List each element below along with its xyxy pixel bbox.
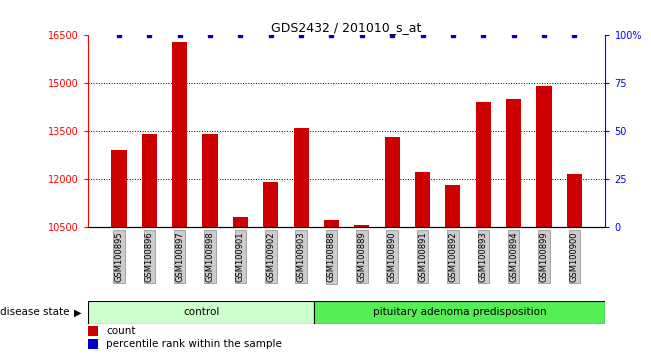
Bar bbox=[88, 339, 98, 349]
Bar bbox=[263, 182, 279, 227]
Bar bbox=[536, 86, 551, 227]
Text: control: control bbox=[183, 307, 219, 318]
Bar bbox=[324, 220, 339, 227]
Title: GDS2432 / 201010_s_at: GDS2432 / 201010_s_at bbox=[271, 21, 422, 34]
Bar bbox=[233, 217, 248, 227]
Text: count: count bbox=[106, 326, 135, 336]
Bar bbox=[567, 174, 582, 227]
Bar bbox=[111, 150, 126, 227]
Text: ▶: ▶ bbox=[74, 307, 81, 318]
Text: pituitary adenoma predisposition: pituitary adenoma predisposition bbox=[373, 307, 547, 318]
Bar bbox=[476, 102, 491, 227]
Bar bbox=[142, 134, 157, 227]
Text: percentile rank within the sample: percentile rank within the sample bbox=[106, 339, 282, 349]
Bar bbox=[506, 99, 521, 227]
Bar bbox=[445, 185, 460, 227]
Bar bbox=[202, 134, 217, 227]
Bar bbox=[294, 128, 309, 227]
Bar bbox=[354, 225, 369, 227]
Bar bbox=[314, 301, 605, 324]
Bar bbox=[88, 301, 314, 324]
Bar bbox=[385, 137, 400, 227]
Text: disease state: disease state bbox=[0, 307, 73, 318]
Bar bbox=[172, 42, 187, 227]
Bar bbox=[88, 326, 98, 336]
Bar bbox=[415, 172, 430, 227]
